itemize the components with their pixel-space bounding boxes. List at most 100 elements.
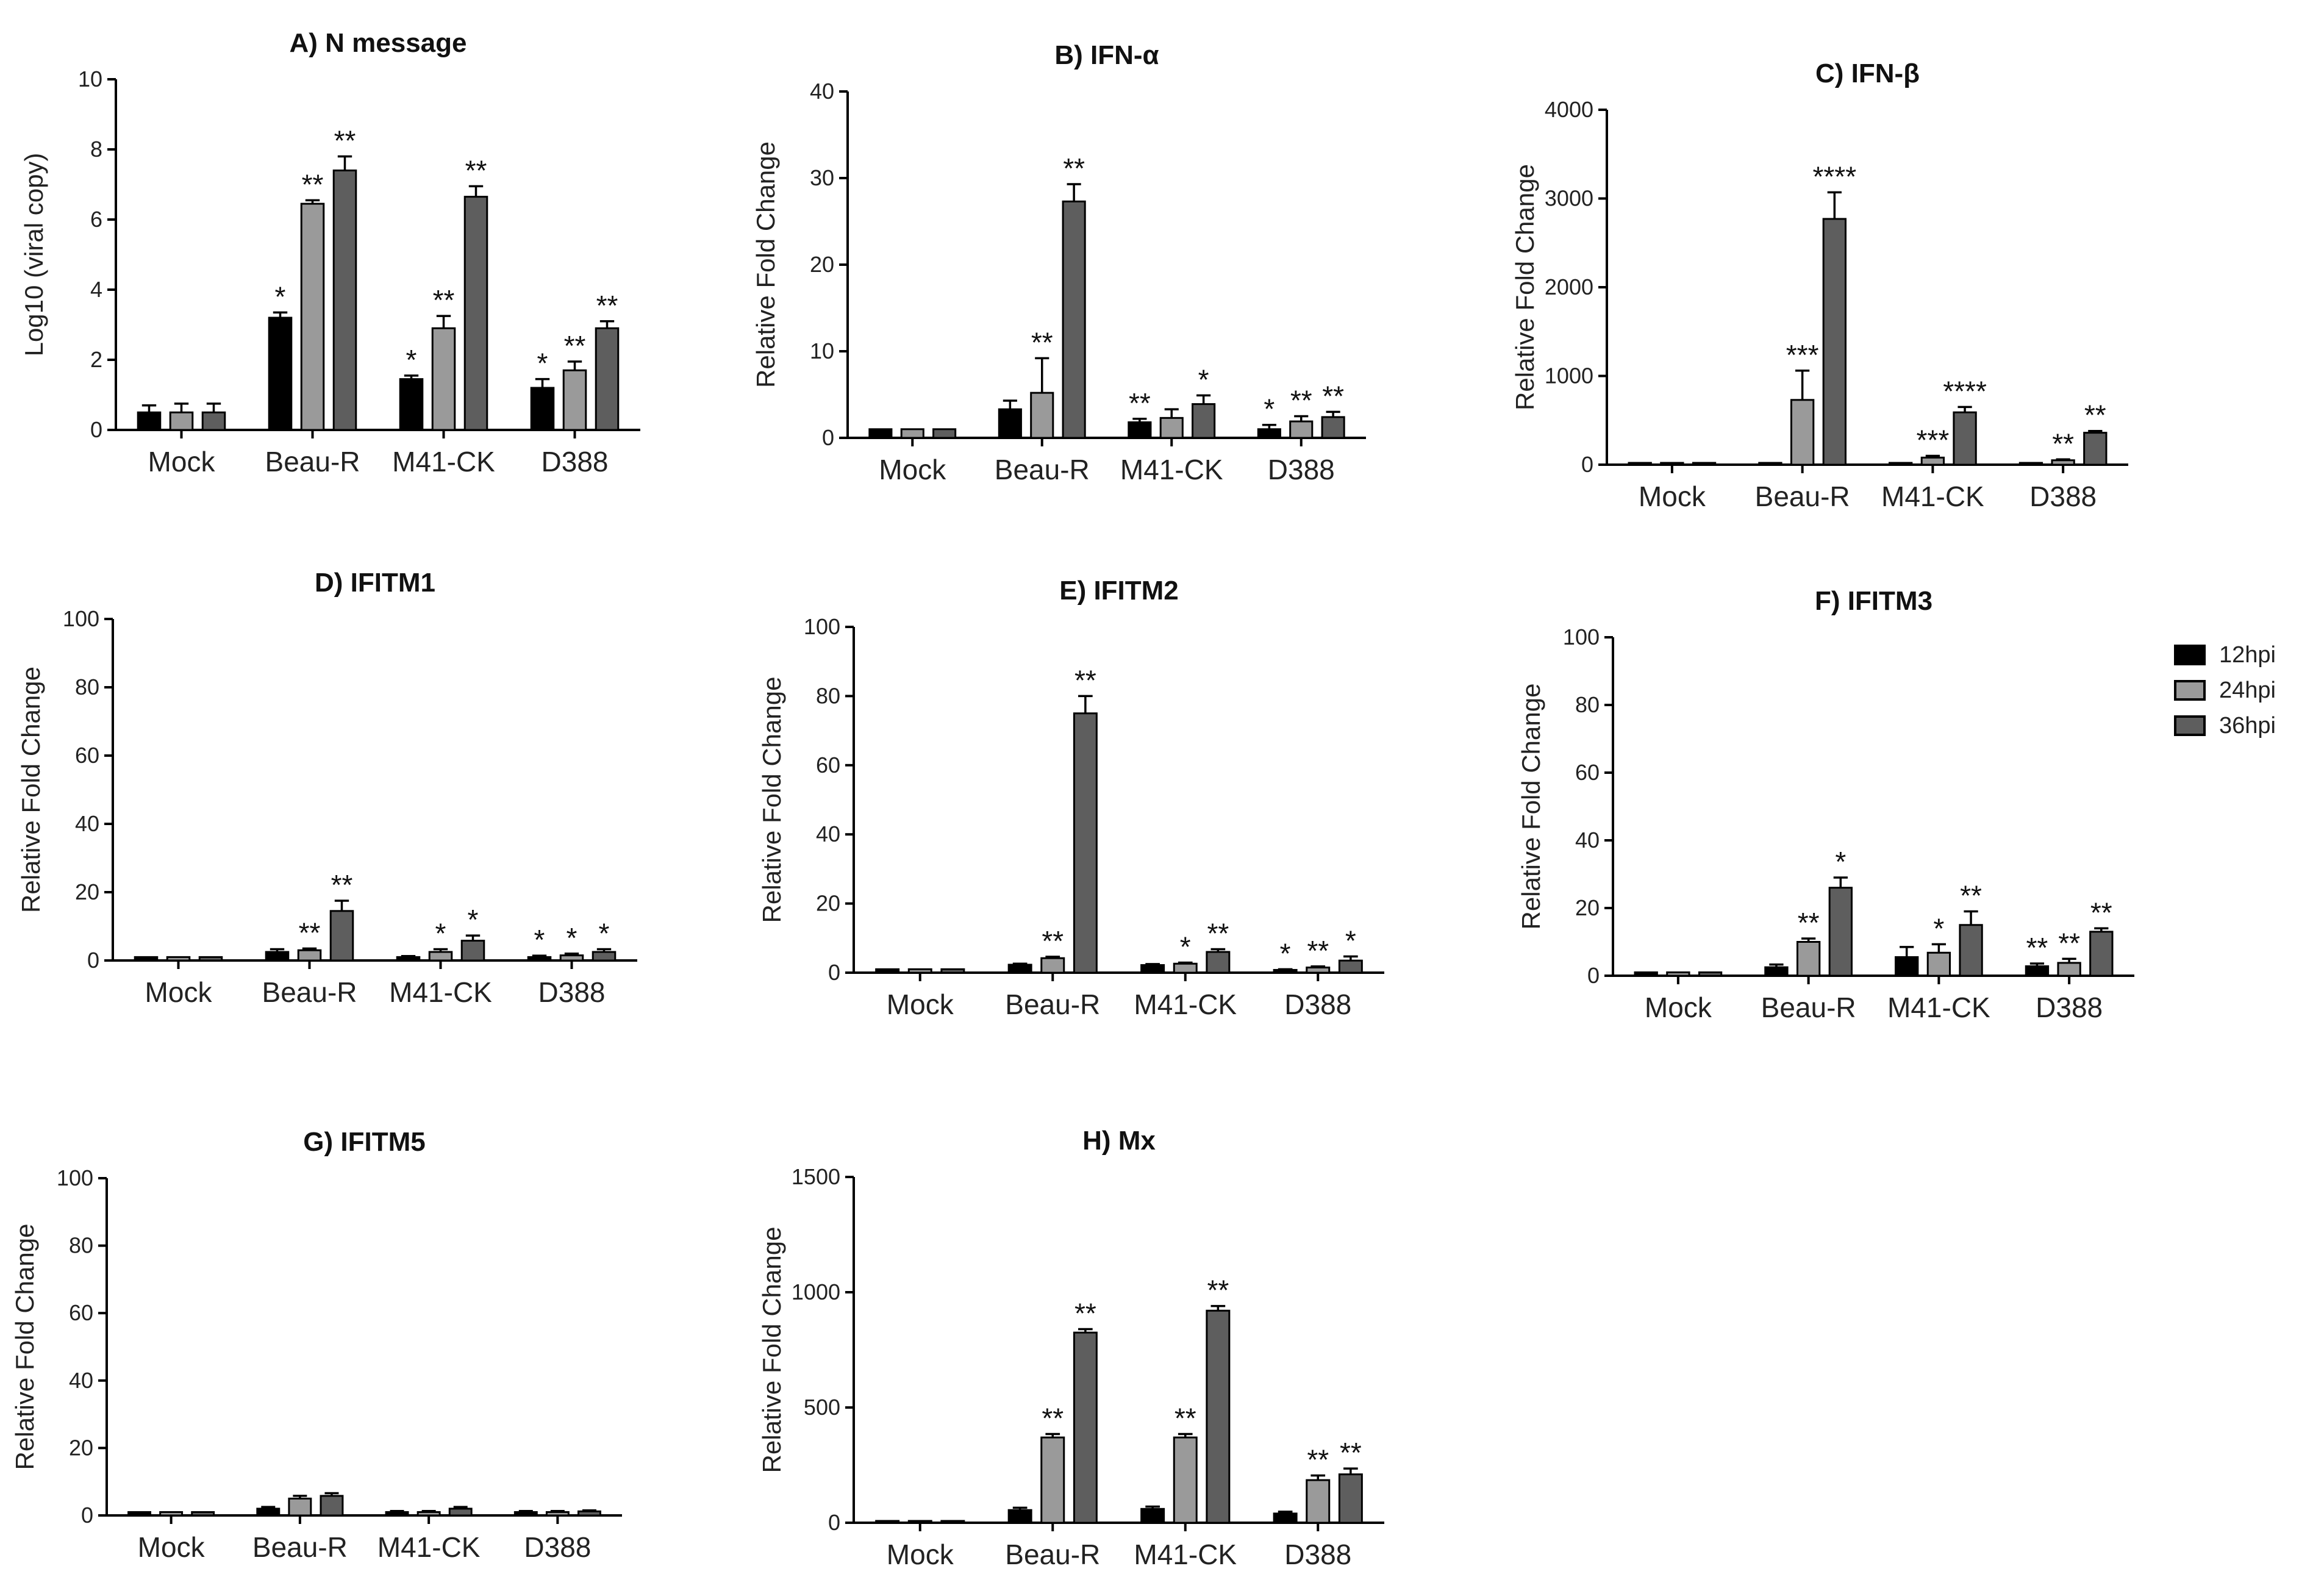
chart-panel-D: D) IFITM1 Relative Fold Change 0 20 40 60 80 10…: [16, 568, 637, 1008]
y-tick-label: 40: [810, 79, 834, 104]
bar-36hpi: [201, 411, 226, 431]
bar-12hpi: [513, 1511, 538, 1517]
bar-12hpi: [268, 317, 293, 431]
y-tick-label: 0: [87, 948, 99, 973]
significance-label: *: [1280, 937, 1291, 969]
bar-12hpi: [137, 411, 162, 431]
significance-label: *: [1933, 912, 1944, 944]
bar-24hpi: [1030, 392, 1054, 439]
bar-24hpi: [431, 327, 456, 431]
y-axis-label: Relative Fold Change: [751, 141, 780, 388]
bar-36hpi: [1062, 200, 1086, 439]
y-tick-label: 1000: [1545, 363, 1593, 388]
significance-label: *: [435, 918, 446, 950]
legend-item-24hpi: 24hpi: [2174, 673, 2320, 708]
y-tick-label: 100: [57, 1165, 93, 1190]
y-tick-label: 60: [75, 743, 99, 768]
y-tick-label: 10: [810, 338, 834, 363]
bar-36hpi: [320, 1495, 344, 1517]
significance-label: **: [1307, 1444, 1329, 1476]
bar-12hpi: [256, 1508, 281, 1517]
y-tick-label: 20: [69, 1435, 93, 1460]
legend-label: 36hpi: [2219, 712, 2276, 739]
bar-12hpi: [1140, 964, 1165, 974]
significance-label: *: [406, 344, 417, 376]
bar-12hpi: [1634, 971, 1658, 977]
bar-24hpi: [562, 369, 587, 431]
x-tick-label: Mock: [145, 976, 213, 1008]
chart-panel-A: A) N message Log10 (viral copy) 0 2 4 6 8 10 Moc…: [20, 28, 640, 477]
bar-36hpi: [1822, 218, 1847, 466]
significance-label: **: [1960, 880, 1982, 912]
bar-36hpi: [592, 951, 617, 962]
x-tick-label: Mock: [148, 446, 216, 477]
significance-label: ****: [1813, 160, 1857, 192]
significance-label: *: [275, 281, 286, 312]
significance-label: **: [1207, 1275, 1229, 1306]
y-tick-label: 0: [822, 425, 834, 450]
significance-label: **: [1322, 380, 1344, 412]
bar-12hpi: [265, 951, 290, 962]
y-tick-label: 0: [828, 960, 840, 985]
y-tick-label: 20: [1575, 895, 1600, 920]
bar-24hpi: [288, 1497, 312, 1517]
significance-label: **: [1290, 385, 1312, 417]
y-tick-label: 8: [90, 137, 102, 162]
bar-36hpi: [191, 1511, 215, 1517]
bar-36hpi: [577, 1510, 601, 1517]
bar-36hpi: [1953, 411, 1977, 466]
legend-item-12hpi: 12hpi: [2174, 637, 2320, 673]
bar-24hpi: [417, 1511, 441, 1517]
significance-label: **: [1031, 326, 1053, 358]
x-tick-label: Beau-R: [1005, 989, 1100, 1020]
bar-36hpi: [1206, 1309, 1231, 1524]
legend-item-36hpi: 36hpi: [2174, 708, 2320, 743]
bar-24hpi: [428, 951, 453, 962]
significance-label: **: [2058, 927, 2080, 959]
bar-12hpi: [875, 968, 900, 974]
bar-24hpi: [545, 1511, 570, 1517]
significance-label: *: [1180, 931, 1191, 963]
bar-24hpi: [1920, 456, 1945, 466]
bar-24hpi: [1796, 941, 1821, 977]
bar-36hpi: [332, 170, 357, 431]
bar-24hpi: [1666, 971, 1690, 977]
bar-24hpi: [166, 956, 191, 962]
bar-36hpi: [1692, 462, 1717, 466]
bar-24hpi: [1289, 420, 1314, 439]
legend-label: 12hpi: [2219, 642, 2276, 668]
significance-label: **: [2090, 896, 2112, 928]
significance-label: *: [599, 918, 610, 950]
legend-label: 24hpi: [2219, 677, 2276, 703]
y-tick-label: 0: [828, 1510, 840, 1535]
bar-12hpi: [527, 956, 552, 962]
bar-12hpi: [1628, 462, 1652, 466]
bar-24hpi: [1040, 1436, 1065, 1524]
x-tick-label: Beau-R: [265, 446, 360, 477]
x-tick-label: M41-CK: [1120, 454, 1223, 485]
bar-24hpi: [1173, 1436, 1198, 1524]
bar-36hpi: [1206, 951, 1231, 974]
x-tick-label: M41-CK: [1887, 992, 1990, 1023]
y-axis-label: Log10 (viral copy): [20, 153, 48, 357]
significance-label: *: [1264, 393, 1275, 425]
y-axis-label: Relative Fold Change: [1517, 684, 1545, 930]
y-tick-label: 4000: [1545, 97, 1593, 122]
bar-24hpi: [1660, 462, 1684, 466]
y-axis-label: Relative Fold Change: [1511, 164, 1539, 410]
bar-24hpi: [169, 411, 194, 431]
x-tick-label: Beau-R: [995, 454, 1090, 485]
chart-title: E) IFITM2: [1059, 576, 1179, 606]
bar-24hpi: [1926, 951, 1951, 977]
y-tick-label: 3000: [1545, 186, 1593, 211]
bar-36hpi: [1698, 971, 1723, 977]
chart-title: D) IFITM1: [315, 568, 435, 598]
bar-24hpi: [1306, 966, 1331, 974]
y-tick-label: 30: [810, 165, 834, 190]
bar-24hpi: [1790, 399, 1815, 466]
bar-36hpi: [329, 910, 354, 962]
y-tick-label: 40: [69, 1368, 93, 1393]
significance-label: *: [567, 922, 577, 954]
bar-12hpi: [1140, 1508, 1165, 1524]
significance-label: **: [2052, 427, 2074, 459]
